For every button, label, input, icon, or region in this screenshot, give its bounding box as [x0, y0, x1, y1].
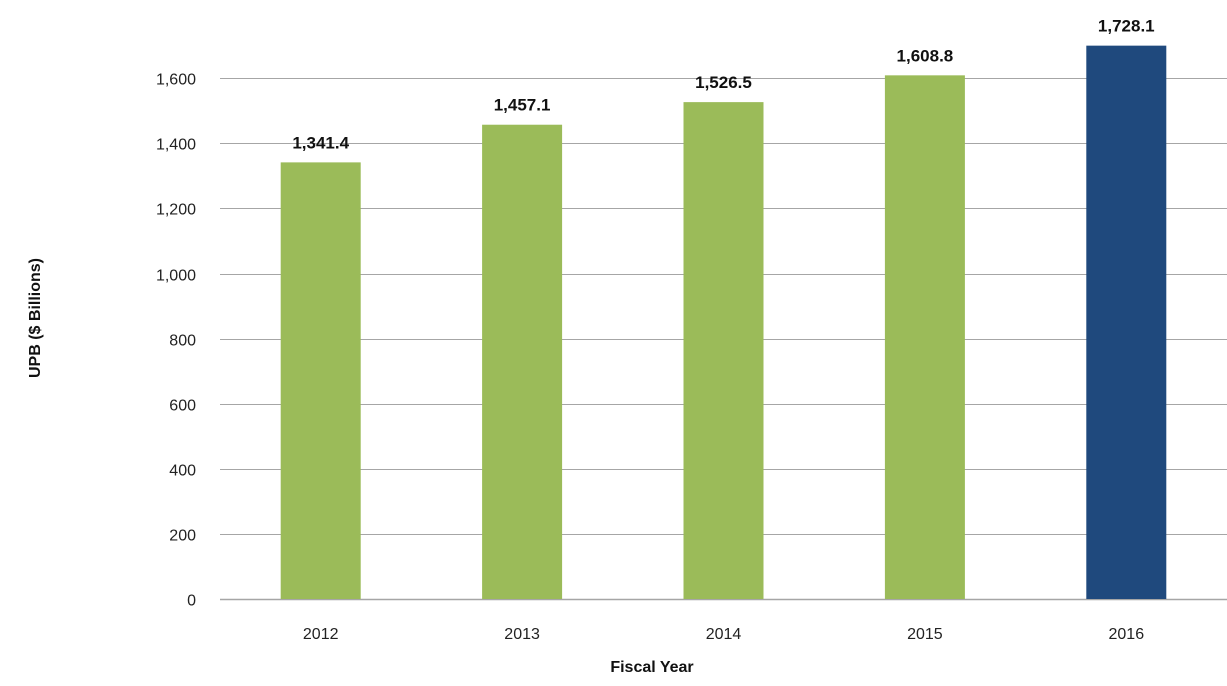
- y-tick-label: 1,000: [156, 268, 196, 285]
- data-label: 1,457.1: [494, 96, 551, 115]
- x-tick-label: 2012: [303, 626, 339, 643]
- x-tick-label: 2016: [1109, 626, 1145, 643]
- bar-2016: [1086, 45, 1167, 599]
- bar-2015: [884, 75, 965, 600]
- bar-2013: [482, 124, 563, 599]
- bar-2014: [683, 102, 764, 599]
- x-tick-label: 2014: [706, 626, 742, 643]
- x-tick-labels: 2012 2013 2014 2015 2016: [303, 626, 1144, 643]
- data-label: 1,728.1: [1098, 17, 1155, 36]
- data-label: 1,341.4: [292, 133, 349, 152]
- y-tick-label: 600: [169, 398, 196, 415]
- y-tick-label: 1,400: [156, 137, 196, 154]
- y-axis-title: UPB ($ Billions): [27, 258, 44, 378]
- x-tick-label: 2015: [907, 626, 943, 643]
- data-label: 1,608.8: [897, 46, 954, 65]
- y-tick-labels: 0 200 400 600 800 1,000 1,200 1,400 1,600: [156, 72, 196, 610]
- y-tick-label: 200: [169, 528, 196, 545]
- x-axis-title: Fiscal Year: [610, 659, 693, 676]
- x-tick-label: 2013: [504, 626, 540, 643]
- y-tick-label: 1,600: [156, 72, 196, 89]
- y-tick-label: 800: [169, 333, 196, 350]
- y-tick-label: 1,200: [156, 202, 196, 219]
- data-label: 1,526.5: [695, 73, 752, 92]
- data-labels: 1,341.4 1,457.1 1,526.5 1,608.8 1,728.1: [292, 17, 1154, 153]
- y-tick-label: 400: [169, 463, 196, 480]
- bar-2012: [280, 162, 361, 599]
- y-tick-label: 0: [187, 593, 196, 610]
- bars: [280, 45, 1167, 600]
